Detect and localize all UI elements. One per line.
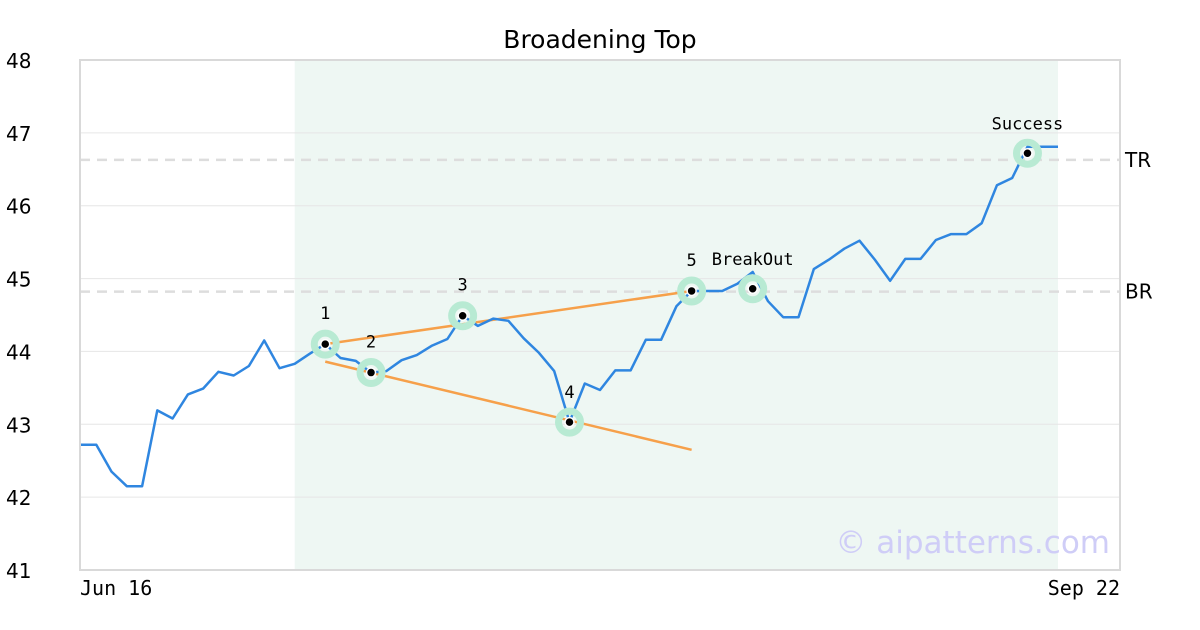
point-halo-breakout xyxy=(738,274,768,304)
point-halo-4 xyxy=(555,407,584,437)
point-label-1: 1 xyxy=(320,304,330,324)
trend-line-upper xyxy=(325,289,692,346)
y-tick-label: 45 xyxy=(6,268,31,292)
x-tick-label-end: Sep 22 xyxy=(1048,576,1120,600)
pattern-points: 1 2 3 4 5 BreakOut Success xyxy=(310,114,1064,437)
point-halo-2 xyxy=(356,358,386,388)
y-tick-label: 44 xyxy=(6,340,31,364)
trend-line-lower xyxy=(324,360,692,452)
point-dot-breakout xyxy=(747,283,758,295)
point-label-3: 3 xyxy=(458,276,468,296)
plot-frame xyxy=(79,59,1121,571)
point-halo-1 xyxy=(310,329,340,359)
point-halo-5 xyxy=(677,276,707,306)
y-tick-label: 47 xyxy=(6,122,31,146)
level-label-br: BR xyxy=(1125,280,1153,304)
point-dot-5 xyxy=(686,285,697,297)
point-halo-3 xyxy=(448,301,478,331)
y-tick-label: 41 xyxy=(6,559,31,583)
point-label-4: 4 xyxy=(564,383,574,403)
point-dot-1 xyxy=(320,338,331,350)
point-dot-4 xyxy=(564,416,575,428)
y-tick-label: 46 xyxy=(6,195,31,219)
point-dot-3 xyxy=(457,310,468,321)
point-dot-2 xyxy=(365,367,377,378)
level-lines: TR BR xyxy=(80,148,1153,304)
level-label-tr: TR xyxy=(1124,148,1151,172)
grid-lines xyxy=(80,132,1120,498)
watermark: © aipatterns.com xyxy=(835,525,1110,561)
y-axis-ticks: 41 42 43 44 45 46 47 48 xyxy=(6,49,31,583)
point-label-success: Success xyxy=(992,114,1064,134)
point-dot-success xyxy=(1022,148,1033,159)
chart-title: Broadening Top xyxy=(503,25,696,54)
point-halo-success xyxy=(1012,138,1042,168)
y-tick-label: 43 xyxy=(6,413,31,437)
y-tick-label: 48 xyxy=(6,49,31,73)
y-tick-label: 42 xyxy=(6,486,31,510)
point-label-5: 5 xyxy=(687,251,697,271)
point-label-2: 2 xyxy=(366,333,376,353)
trend-lines xyxy=(324,289,692,452)
x-axis-ticks: Jun 16 Sep 22 xyxy=(80,576,1120,600)
x-tick-label-start: Jun 16 xyxy=(80,576,152,600)
pattern-region-band xyxy=(294,60,1058,570)
point-label-breakout: BreakOut xyxy=(712,250,794,270)
